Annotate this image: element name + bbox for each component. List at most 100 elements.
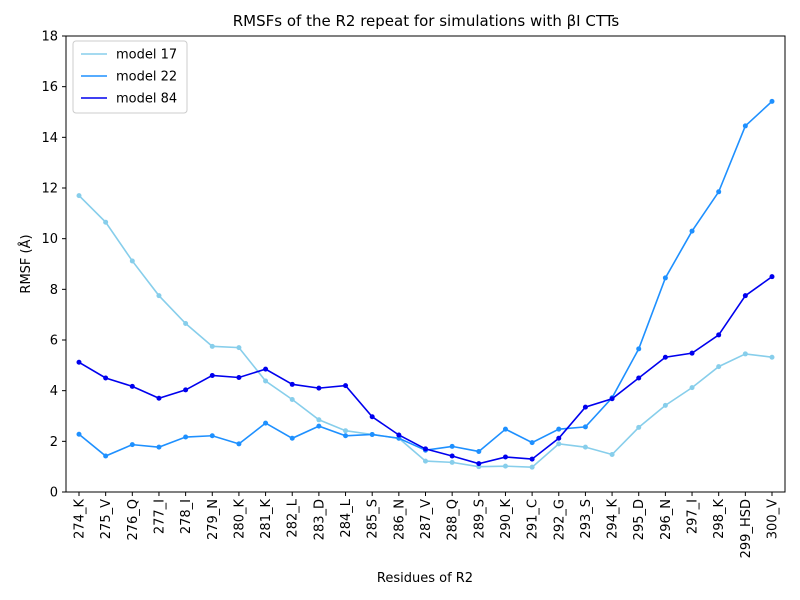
data-point xyxy=(316,417,322,423)
data-point xyxy=(529,440,535,446)
y-tick-label: 0 xyxy=(50,486,58,501)
data-point xyxy=(343,433,349,439)
y-tick-label: 2 xyxy=(50,435,58,450)
data-point xyxy=(716,189,722,195)
data-point xyxy=(423,446,428,452)
x-tick-label: 294_K xyxy=(606,499,621,539)
x-tick-label: 292_G xyxy=(552,499,567,540)
data-point xyxy=(769,98,775,104)
y-tick-label: 12 xyxy=(41,182,58,197)
x-tick-label: 277_I xyxy=(152,499,167,534)
x-tick-label: 291_C xyxy=(526,499,541,539)
y-tick-label: 10 xyxy=(41,232,58,247)
data-point xyxy=(396,432,402,438)
legend-label: model 17 xyxy=(116,48,177,63)
data-point xyxy=(609,396,615,402)
data-point xyxy=(156,395,162,401)
data-point xyxy=(236,374,242,380)
data-point xyxy=(289,397,295,403)
x-tick-label: 287_V xyxy=(419,499,434,539)
y-tick-label: 14 xyxy=(41,131,58,146)
series-line-3 xyxy=(78,276,773,465)
x-tick-label: 300_V xyxy=(766,499,781,539)
x-axis-title: Residues of R2 xyxy=(377,571,473,586)
data-point xyxy=(369,431,375,437)
series-line-1 xyxy=(78,195,773,468)
data-point xyxy=(369,414,375,420)
data-point xyxy=(236,441,242,447)
data-point xyxy=(502,463,508,469)
data-point xyxy=(209,433,215,439)
legend-label: model 22 xyxy=(116,70,177,85)
data-point xyxy=(769,354,775,360)
data-point xyxy=(289,381,295,387)
data-point xyxy=(636,375,642,381)
x-tick-label: 288_Q xyxy=(446,499,461,541)
data-point xyxy=(636,346,642,352)
x-tick-label: 281_K xyxy=(259,499,274,539)
data-point xyxy=(156,293,162,299)
data-point xyxy=(289,435,295,441)
data-point xyxy=(423,458,428,464)
data-point xyxy=(662,275,668,281)
x-tick-label: 279_N xyxy=(206,499,221,540)
data-point xyxy=(476,461,482,467)
x-tick-label: 297_I xyxy=(686,499,701,534)
data-point xyxy=(263,366,269,372)
data-point xyxy=(529,464,535,470)
data-point xyxy=(129,258,135,264)
x-tick-label: 296_N xyxy=(659,499,674,540)
data-point xyxy=(556,441,562,447)
data-point xyxy=(769,274,775,280)
x-tick-label: 295_D xyxy=(632,499,647,540)
data-point xyxy=(689,385,695,391)
x-tick-label: 298_K xyxy=(712,499,727,539)
data-point xyxy=(502,426,508,432)
data-point xyxy=(449,459,455,465)
y-tick-label: 8 xyxy=(50,283,58,298)
x-tick-label: 283_D xyxy=(312,499,327,540)
data-point xyxy=(343,428,349,434)
x-tick-label: 286_N xyxy=(392,499,407,540)
chart-title: RMSFs of the R2 repeat for simulations w… xyxy=(233,12,620,30)
data-point xyxy=(502,454,508,460)
data-point xyxy=(316,385,322,391)
data-point xyxy=(263,378,269,384)
y-tick-label: 4 xyxy=(50,384,58,399)
data-point xyxy=(716,364,722,370)
legend-label: model 84 xyxy=(116,92,177,107)
data-point xyxy=(183,434,189,440)
data-point xyxy=(76,193,82,199)
data-point xyxy=(263,420,269,426)
x-tick-label: 299_HSD xyxy=(739,499,754,558)
data-point xyxy=(529,456,535,462)
data-point xyxy=(236,345,242,351)
data-point xyxy=(689,350,695,356)
x-tick-label: 282_L xyxy=(286,498,301,537)
data-point xyxy=(582,404,588,410)
x-tick-label: 280_K xyxy=(232,499,247,539)
data-point xyxy=(742,351,748,357)
data-point xyxy=(343,383,349,389)
data-point xyxy=(582,444,588,450)
x-tick-label: 276_Q xyxy=(126,499,141,541)
y-tick-label: 16 xyxy=(41,80,58,95)
data-point xyxy=(129,383,135,389)
y-tick-label: 6 xyxy=(50,334,58,349)
data-point xyxy=(156,444,162,450)
x-tick-label: 284_L xyxy=(339,498,354,537)
x-tick-label: 278_I xyxy=(179,499,194,534)
data-point xyxy=(183,321,189,327)
data-point xyxy=(609,452,615,458)
x-tick-label: 290_K xyxy=(499,499,514,539)
data-point xyxy=(103,453,109,459)
data-point xyxy=(689,228,695,234)
data-point xyxy=(582,424,588,430)
data-point xyxy=(129,442,135,448)
data-point xyxy=(636,424,642,430)
data-point xyxy=(316,423,322,429)
x-tick-label: 285_S xyxy=(366,499,381,539)
data-point xyxy=(662,402,668,408)
data-point xyxy=(556,426,562,432)
x-tick-label: 275_V xyxy=(99,499,114,539)
